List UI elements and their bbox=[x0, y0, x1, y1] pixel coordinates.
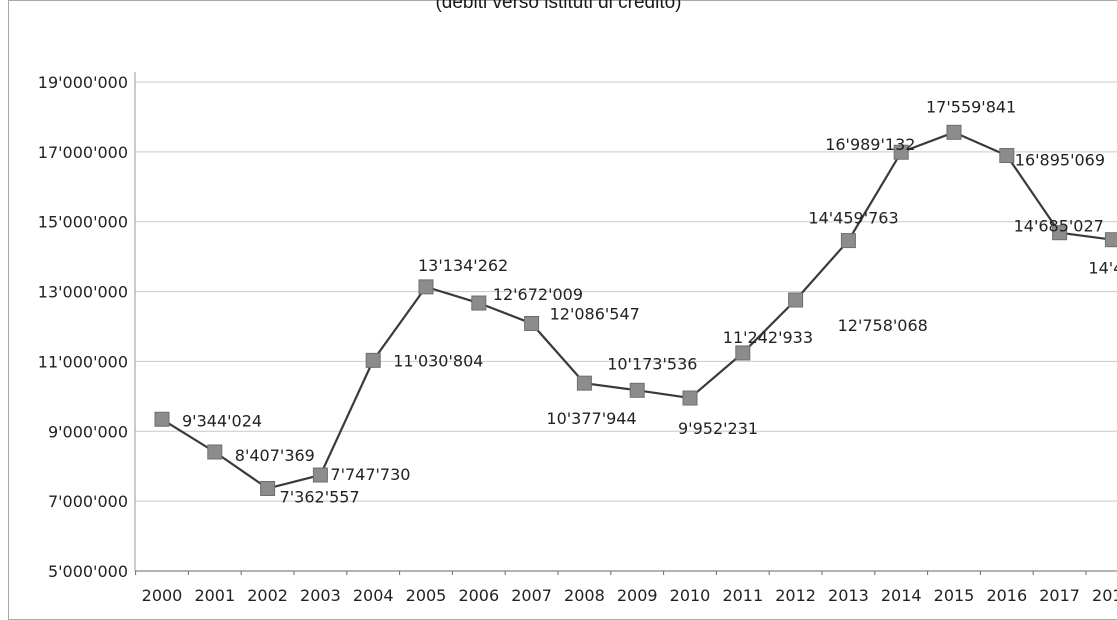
y-tick-label: 15'000'000 bbox=[38, 213, 128, 232]
data-point-marker bbox=[471, 295, 487, 311]
y-tick-label: 5'000'000 bbox=[48, 562, 128, 581]
x-tick-label: 2011 bbox=[722, 586, 763, 605]
data-point-marker bbox=[1052, 225, 1068, 241]
data-point-marker bbox=[312, 467, 328, 483]
data-label: 14'685'027 bbox=[1014, 217, 1104, 236]
x-tick-label: 2007 bbox=[511, 586, 552, 605]
data-point-marker bbox=[154, 411, 170, 427]
x-tick-label: 2003 bbox=[300, 586, 341, 605]
data-label: 16'895'069 bbox=[1015, 151, 1105, 170]
data-point-marker bbox=[682, 390, 698, 406]
y-tick-label: 19'000'000 bbox=[38, 73, 128, 92]
y-tick-label: 11'000'000 bbox=[38, 352, 128, 371]
x-tick-label: 2006 bbox=[458, 586, 499, 605]
data-label: 7'362'557 bbox=[280, 487, 360, 506]
data-point-marker bbox=[365, 352, 381, 368]
data-point-marker bbox=[576, 375, 592, 391]
x-tick-label: 2001 bbox=[194, 586, 235, 605]
y-tick-label: 17'000'000 bbox=[38, 143, 128, 162]
x-tick-label: 2000 bbox=[142, 586, 183, 605]
data-label: 8'407'369 bbox=[235, 446, 315, 465]
x-tick-label: 2017 bbox=[1039, 586, 1080, 605]
data-point-marker bbox=[260, 480, 276, 496]
data-label: 9'952'231 bbox=[678, 419, 758, 438]
x-tick-label: 2018 bbox=[1092, 586, 1117, 605]
y-tick-label: 9'000'000 bbox=[48, 422, 128, 441]
x-tick-label: 2002 bbox=[247, 586, 288, 605]
data-point-marker bbox=[999, 148, 1015, 164]
data-label: 10'173'536 bbox=[607, 354, 697, 373]
data-point-marker bbox=[1104, 232, 1117, 248]
x-tick-label: 2008 bbox=[564, 586, 605, 605]
chart-title: (debiti verso istituti di credito) bbox=[435, 0, 682, 13]
line-chart: 5'000'000 7'000'000 9'000'000 11'000'000 13'… bbox=[38, 72, 1117, 605]
x-tick-label: 2009 bbox=[617, 586, 658, 605]
y-tick-label: 7'000'000 bbox=[48, 492, 128, 511]
data-label: 17'559'841 bbox=[926, 97, 1016, 116]
data-label: 12'672'009 bbox=[493, 285, 583, 304]
data-label: 10'377'944 bbox=[546, 409, 636, 428]
data-point-marker bbox=[946, 124, 962, 140]
x-tick-label: 2004 bbox=[353, 586, 394, 605]
data-label: 9'344'024 bbox=[182, 411, 262, 430]
x-tick-label: 2013 bbox=[828, 586, 869, 605]
data-label: 7'747'730 bbox=[330, 465, 410, 484]
data-label: 12'086'547 bbox=[550, 304, 640, 323]
data-point-marker bbox=[735, 345, 751, 361]
x-tick-label: 2014 bbox=[881, 586, 922, 605]
data-point-marker bbox=[629, 382, 645, 398]
series-markers bbox=[154, 124, 1117, 496]
data-label: 16'989'132 bbox=[825, 135, 915, 154]
data-label: 11'242'933 bbox=[723, 328, 813, 347]
data-label: 13'134'262 bbox=[418, 256, 508, 275]
x-tick-label: 2005 bbox=[406, 586, 447, 605]
y-axis-ticks: 5'000'000 7'000'000 9'000'000 11'000'000 13'… bbox=[38, 73, 128, 581]
x-tick-label: 2016 bbox=[986, 586, 1027, 605]
data-point-marker bbox=[207, 444, 223, 460]
x-tick-label: 2010 bbox=[670, 586, 711, 605]
x-axis: 2000 2001 2002 2003 2004 2005 2006 2007 2008 2009… bbox=[134, 72, 1117, 605]
data-point-marker bbox=[418, 279, 434, 295]
data-labels: 9'344'024 8'407'369 7'362'557 7'747'730 11'0… bbox=[182, 97, 1117, 506]
x-tick-label: 2012 bbox=[775, 586, 816, 605]
data-point-marker bbox=[840, 233, 856, 249]
data-label: 14'485'010 bbox=[1088, 259, 1117, 278]
data-label: 14'459'763 bbox=[808, 209, 898, 228]
y-tick-label: 13'000'000 bbox=[38, 283, 128, 302]
data-point-marker bbox=[893, 144, 909, 160]
data-label: 12'758'068 bbox=[838, 316, 928, 335]
data-point-marker bbox=[524, 315, 540, 331]
data-label: 11'030'804 bbox=[393, 351, 483, 370]
data-point-marker bbox=[788, 292, 804, 308]
x-tick-label: 2015 bbox=[934, 586, 975, 605]
